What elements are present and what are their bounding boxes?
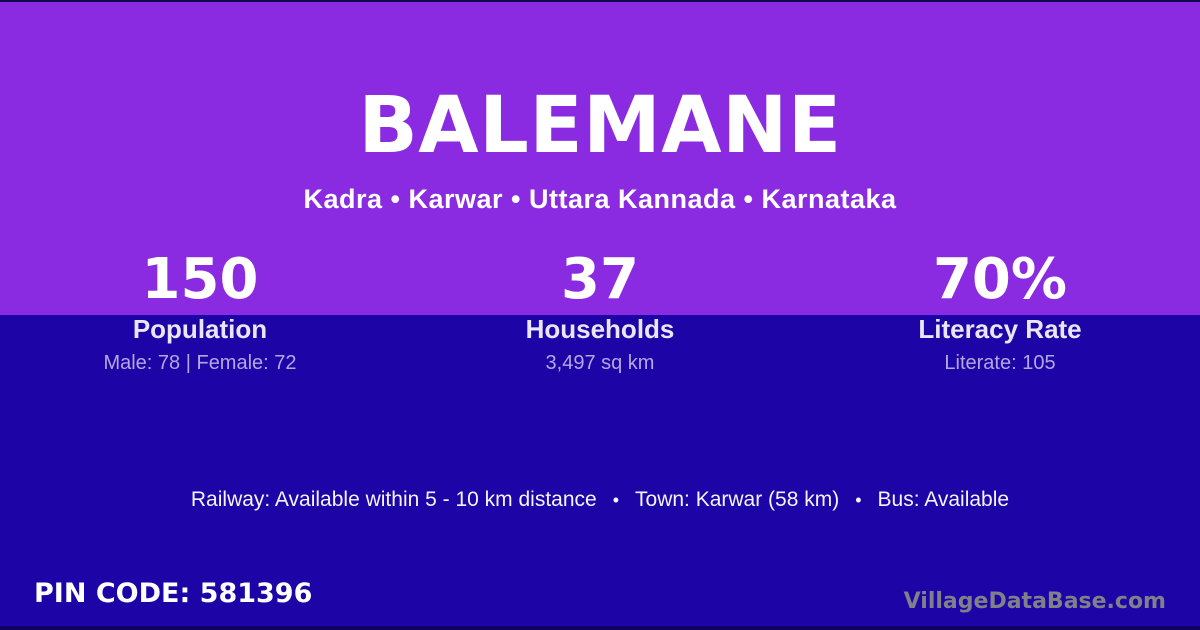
stat-literacy-rate: 70% Literacy Rate Literate: 105 [800, 249, 1200, 375]
households-label: Households [525, 314, 675, 344]
bullet-separator: • [612, 490, 620, 510]
top-edge-line [0, 0, 1200, 2]
stats-row: 150 Population Male: 78 | Female: 72 37 … [0, 249, 1200, 375]
population-label: Population [132, 314, 268, 344]
households-value: 37 [561, 247, 639, 312]
body-indigo-band [0, 315, 1200, 630]
town-info: Town: Karwar (58 km) [635, 488, 840, 511]
literacy-label: Literacy Rate [918, 314, 1082, 344]
pin-code-label: PIN CODE: 581396 [34, 578, 313, 609]
transport-info-bar: Railway: Available within 5 - 10 km dist… [0, 486, 1200, 514]
bullet-separator: • [855, 490, 862, 510]
stat-population: 150 Population Male: 78 | Female: 72 [0, 249, 400, 375]
literacy-value: 70% [932, 247, 1068, 312]
literacy-detail: Literate: 105 [944, 352, 1056, 374]
watermark-brand: VillageDataBase.com [903, 589, 1166, 614]
railway-info: Railway: Available within 5 - 10 km dist… [190, 488, 597, 511]
location-breadcrumb: Kadra • Karwar • Uttara Kannada • Karnat… [303, 184, 897, 214]
population-detail: Male: 78 | Female: 72 [103, 352, 297, 374]
stat-households: 37 Households 3,497 sq km [400, 249, 800, 375]
village-name-title: BALEMANE [358, 81, 842, 171]
population-value: 150 [141, 247, 259, 312]
bottom-edge-line [0, 626, 1200, 630]
hero-purple-band [0, 0, 1200, 315]
households-detail: 3,497 sq km [545, 352, 655, 374]
bus-info: Bus: Available [877, 488, 1010, 511]
